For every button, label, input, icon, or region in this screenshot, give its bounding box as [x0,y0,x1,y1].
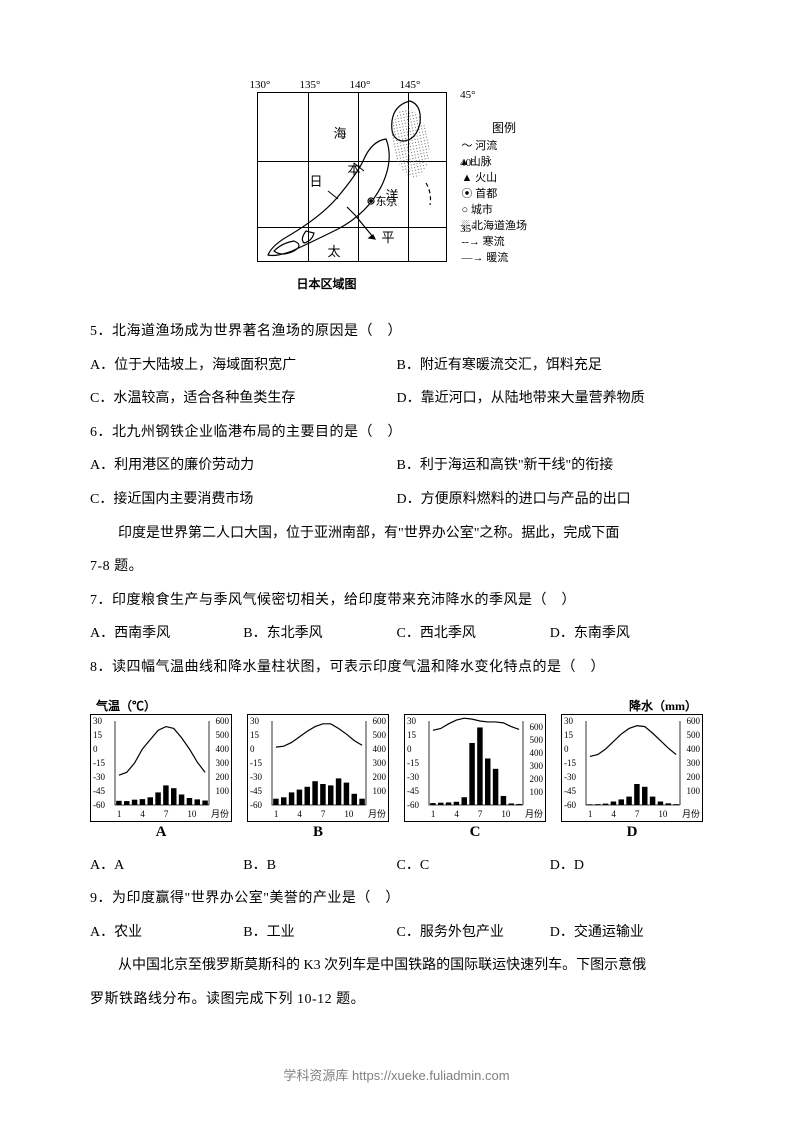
intro-1012-a: 从中国北京至俄罗斯莫斯科的 K3 次列车是中国铁路的国际联运快速列车。下图示意俄 [90,949,703,983]
q8-stem: 8．读四幅气温曲线和降水量柱状图，可表示印度气温和降水变化特点的是（ ） [90,651,703,685]
label-sea: 海 [334,123,347,142]
chart-B-plot: 30150-15-30-45-6060050040030020010014710… [247,714,389,822]
chart-label-D: D [561,824,703,841]
q7-d[interactable]: D．东南季风 [550,617,703,651]
legend-row-2: ▲ 火山 [462,170,547,186]
chart-C-plot: 30150-15-30-45-6060050040030020010014710… [404,714,546,822]
q9-a[interactable]: A．农业 [90,916,243,950]
legend-title: 图例 [462,120,547,136]
label-ping: 平 [382,227,395,246]
q6-stem: 6．北九州钢铁企业临港布局的主要目的是（ ） [90,416,703,450]
legend-row-3: ⦿ 首都 [462,186,547,202]
q9-stem: 9．为印度赢得"世界办公室"美誉的产业是（ ） [90,882,703,916]
q8-a[interactable]: A．A [90,849,243,883]
chart-A-plot: 30150-15-30-45-6060050040030020010014710… [90,714,232,822]
chart-headers: 气温（℃） 降水（mm） [90,697,703,714]
chart-label-B: B [247,824,389,841]
q5-c[interactable]: C．水温较高，适合各种鱼类生存 [90,382,397,416]
lat-45: 45° [460,89,475,101]
q9-b[interactable]: B．工业 [243,916,396,950]
q6-d[interactable]: D．方便原料燃料的进口与产品的出口 [397,483,704,517]
intro-78-a: 印度是世界第二人口大国，位于亚洲南部，有"世界办公室"之称。据此，完成下面 [90,517,703,551]
map-caption: 日本区域图 [297,275,357,292]
japan-map-figure: 130° 135° 140° 145° 45° 40° 35° [90,80,703,295]
lon-140: 140° [350,79,371,91]
climate-charts: 气温（℃） 降水（mm） 30150-15-30-45-606005004003… [90,697,703,841]
legend-row-6: --→ 寒流 [462,234,547,250]
q8-b[interactable]: B．B [243,849,396,883]
legend-row-0: 〜 河流 [462,138,547,154]
label-ben: 本 [348,159,361,178]
label-ri: 日 [310,171,323,190]
label-tokyo: 东京 [376,193,398,209]
header-temp: 气温（℃） [96,697,156,714]
q7-b[interactable]: B．东北季风 [243,617,396,651]
legend-row-4: ○ 城市 [462,202,547,218]
intro-78-b: 7-8 题。 [90,550,703,584]
q9-d[interactable]: D．交通运输业 [550,916,703,950]
q6-a[interactable]: A．利用港区的廉价劳动力 [90,449,397,483]
map-grid: 130° 135° 140° 145° 45° 40° 35° [257,92,447,262]
header-precip: 降水（mm） [629,697,697,714]
q9-c[interactable]: C．服务外包产业 [397,916,550,950]
q5-stem: 5．北海道渔场成为世界著名渔场的原因是（ ） [90,315,703,349]
lon-130: 130° [250,79,271,91]
q5-a[interactable]: A．位于大陆坡上，海域面积宽广 [90,349,397,383]
q8-c[interactable]: C．C [397,849,550,883]
q8-d[interactable]: D．D [550,849,703,883]
chart-D: 30150-15-30-45-6060050040030020010014710… [561,714,703,841]
q5-row1: A．位于大陆坡上，海域面积宽广 B．附近有寒暖流交汇，饵料充足 [90,349,703,383]
q5-row2: C．水温较高，适合各种鱼类生存 D．靠近河口，从陆地带来大量营养物质 [90,382,703,416]
lon-135: 135° [300,79,321,91]
q8-opts: A．A B．B C．C D．D [90,849,703,883]
map-box: 130° 135° 140° 145° 45° 40° 35° [247,80,547,290]
legend-row-1: ▴ 山脉 [462,154,547,170]
q9-opts: A．农业 B．工业 C．服务外包产业 D．交通运输业 [90,916,703,950]
legend-row-7: —→ 暖流 [462,250,547,266]
intro-1012-b: 罗斯铁路线分布。读图完成下列 10-12 题。 [90,983,703,1017]
q6-row1: A．利用港区的廉价劳动力 B．利于海运和高铁"新干线"的衔接 [90,449,703,483]
q6-row2: C．接近国内主要消费市场 D．方便原料燃料的进口与产品的出口 [90,483,703,517]
q6-c[interactable]: C．接近国内主要消费市场 [90,483,397,517]
q7-c[interactable]: C．西北季风 [397,617,550,651]
chart-D-plot: 30150-15-30-45-6060050040030020010014710… [561,714,703,822]
map-legend: 图例 〜 河流▴ 山脉▲ 火山⦿ 首都○ 城市░ 北海道渔场--→ 寒流—→ 暖… [462,120,547,266]
q5-b[interactable]: B．附近有寒暖流交汇，饵料充足 [397,349,704,383]
page-footer: 学科资源库 https://xueke.fuliadmin.com [0,1065,793,1084]
chart-C: 30150-15-30-45-6060050040030020010014710… [404,714,546,841]
q7-opts: A．西南季风 B．东北季风 C．西北季风 D．东南季风 [90,617,703,651]
lon-145: 145° [400,79,421,91]
chart-label-C: C [404,824,546,841]
chart-label-A: A [90,824,232,841]
q6-b[interactable]: B．利于海运和高铁"新干线"的衔接 [397,449,704,483]
chart-A: 30150-15-30-45-6060050040030020010014710… [90,714,232,841]
q7-a[interactable]: A．西南季风 [90,617,243,651]
chart-B: 30150-15-30-45-6060050040030020010014710… [247,714,389,841]
legend-row-5: ░ 北海道渔场 [462,218,547,234]
q7-stem: 7．印度粮食生产与季风气候密切相关，给印度带来充沛降水的季风是（ ） [90,584,703,618]
japan-outline [258,93,448,263]
label-tai: 太 [328,241,341,260]
q5-d[interactable]: D．靠近河口，从陆地带来大量营养物质 [397,382,704,416]
